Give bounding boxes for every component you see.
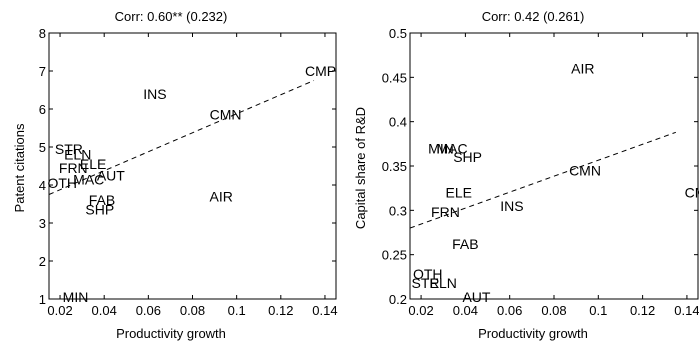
point-label-oth: OTH bbox=[47, 175, 77, 191]
chart-1-xlabel: Productivity growth bbox=[116, 326, 226, 341]
point-label-cmp: CMP bbox=[305, 63, 336, 79]
x-tick-label: 0.02 bbox=[47, 303, 72, 318]
fit-line bbox=[48, 80, 315, 195]
y-tick-label: 8 bbox=[39, 26, 46, 41]
chart-1-title: Corr: 0.60** (0.232) bbox=[115, 9, 228, 24]
point-label-eln: ELN bbox=[430, 275, 457, 291]
x-tick-label: 0.08 bbox=[541, 303, 566, 318]
point-label-oth: OTH bbox=[413, 266, 443, 282]
x-tick-label: 0.02 bbox=[408, 303, 433, 318]
y-tick-label: 0.3 bbox=[389, 203, 407, 218]
y-tick-label: 3 bbox=[39, 216, 46, 231]
y-tick-label: 7 bbox=[39, 64, 46, 79]
x-tick-label: 0.04 bbox=[453, 303, 478, 318]
point-label-frn: FRN bbox=[431, 204, 460, 220]
x-tick-label: 0.12 bbox=[630, 303, 655, 318]
point-label-air: AIR bbox=[571, 60, 594, 76]
point-label-cmp: CMP bbox=[685, 185, 699, 201]
chart-1-fit bbox=[48, 80, 315, 195]
point-label-str: STR bbox=[55, 141, 83, 157]
x-tick-label: 0.14 bbox=[674, 303, 699, 318]
chart-2-title: Corr: 0.42 (0.261) bbox=[482, 9, 585, 24]
chart-1-ticks: 0.02 0.04 0.06 0.08 0.1 0.12 0.14 1 2 3 4 5 6 7 8 bbox=[39, 26, 338, 318]
chart-panel-1: Corr: 0.60** (0.232) Patent citations Pr… bbox=[12, 9, 338, 341]
chart-2-fit bbox=[409, 131, 677, 229]
y-tick-label: 0.4 bbox=[389, 115, 407, 130]
chart-1-plot-area bbox=[48, 32, 337, 300]
point-label-air: AIR bbox=[210, 188, 233, 204]
point-label-ele: ELE bbox=[80, 156, 106, 172]
point-label-ins: INS bbox=[143, 86, 166, 102]
y-tick-label: 4 bbox=[39, 178, 46, 193]
y-tick-label: 2 bbox=[39, 254, 46, 269]
point-label-fab: FAB bbox=[89, 192, 115, 208]
point-label-min: MIN bbox=[63, 289, 89, 305]
point-label-shp: SHP bbox=[453, 149, 482, 165]
point-label-ins: INS bbox=[500, 198, 523, 214]
chart-panel-2: Corr: 0.42 (0.261) Capital share of R&D … bbox=[353, 9, 699, 341]
y-tick-label: 0.35 bbox=[382, 159, 407, 174]
x-tick-label: 0.08 bbox=[180, 303, 205, 318]
x-tick-label: 0.06 bbox=[497, 303, 522, 318]
x-tick-label: 0.1 bbox=[589, 303, 607, 318]
fit-line bbox=[409, 131, 677, 229]
x-tick-label: 0.12 bbox=[268, 303, 293, 318]
chart-1-ylabel: Patent citations bbox=[12, 123, 27, 212]
point-label-mac: MAC bbox=[437, 140, 468, 156]
point-label-frn: FRN bbox=[59, 160, 88, 176]
x-tick-label: 0.04 bbox=[92, 303, 117, 318]
chart-2-ticks: 0.02 0.04 0.06 0.08 0.1 0.12 0.14 0.2 0.25 0.3 0.3… bbox=[382, 26, 699, 318]
y-tick-label: 0.25 bbox=[382, 248, 407, 263]
point-label-fab: FAB bbox=[452, 236, 478, 252]
y-tick-label: 0.45 bbox=[382, 70, 407, 85]
point-label-shp: SHP bbox=[85, 202, 114, 218]
point-label-aut: AUT bbox=[97, 168, 125, 184]
y-tick-label: 6 bbox=[39, 102, 46, 117]
point-label-ele: ELE bbox=[446, 185, 472, 201]
point-label-cmn: CMN bbox=[569, 162, 601, 178]
point-label-cmn: CMN bbox=[210, 107, 242, 123]
y-tick-label: 1 bbox=[39, 292, 46, 307]
y-tick-label: 5 bbox=[39, 140, 46, 155]
chart-2-plot-area bbox=[409, 32, 699, 300]
point-label-str: STR bbox=[412, 275, 440, 291]
y-tick-label: 0.5 bbox=[389, 26, 407, 41]
chart-2-xlabel: Productivity growth bbox=[478, 326, 588, 341]
x-tick-label: 0.1 bbox=[228, 303, 246, 318]
point-label-aut: AUT bbox=[462, 289, 490, 305]
point-label-eln: ELN bbox=[64, 147, 91, 163]
x-tick-label: 0.06 bbox=[136, 303, 161, 318]
y-tick-label: 0.2 bbox=[389, 292, 407, 307]
point-label-min: MIN bbox=[428, 140, 454, 156]
x-tick-label: 0.14 bbox=[312, 303, 337, 318]
point-label-mac: MAC bbox=[73, 171, 104, 187]
chart-2-ylabel: Capital share of R&D bbox=[353, 107, 368, 229]
